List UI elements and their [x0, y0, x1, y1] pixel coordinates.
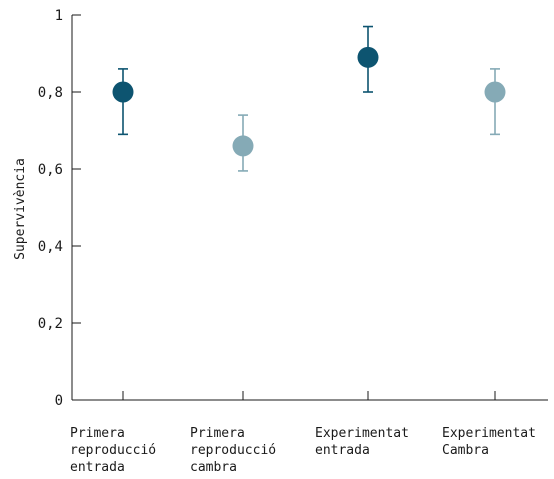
x-ticks: Primera reproducció entrada Primera reproduc…: [70, 391, 536, 475]
y-tick-label: 1: [55, 8, 63, 24]
data-marks: [112, 25, 506, 172]
x-tick-label: reproducció: [70, 443, 156, 458]
y-ticks: 0 0,2 0,4 0,6 0,8 1: [38, 8, 81, 409]
x-tick-label: Experimentat: [315, 426, 409, 441]
x-tick-label: Primera: [70, 426, 125, 441]
data-point: [232, 135, 254, 157]
data-point: [357, 46, 379, 68]
y-axis-title: Supervivència: [13, 158, 28, 260]
x-tick-label: entrada: [315, 443, 370, 458]
y-tick-label: 0,6: [38, 162, 63, 178]
data-point: [112, 81, 134, 103]
x-tick-label: entrada: [70, 460, 125, 475]
x-tick-label: reproducció: [190, 443, 276, 458]
y-tick-label: 0: [55, 393, 63, 409]
x-tick-label: cambra: [190, 460, 237, 475]
y-tick-label: 0,2: [38, 316, 63, 332]
x-tick-label: Cambra: [442, 443, 489, 458]
x-tick-label: Experimentat: [442, 426, 536, 441]
data-point: [484, 81, 506, 103]
y-tick-label: 0,8: [38, 85, 63, 101]
y-tick-label: 0,4: [38, 239, 63, 255]
x-tick-label: Primera: [190, 426, 245, 441]
